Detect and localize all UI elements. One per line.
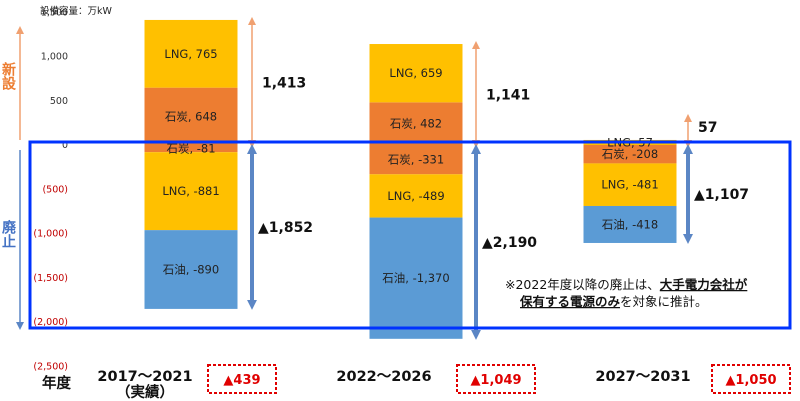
bar-segment bbox=[369, 102, 463, 145]
net-change-box bbox=[711, 364, 791, 394]
retire-total-label: ▲1,107 bbox=[694, 187, 749, 203]
bar-segment bbox=[144, 145, 238, 153]
y-tick-label: (500) bbox=[42, 184, 68, 195]
new-total-label: 1,413 bbox=[262, 75, 306, 91]
segment-label: 石油, -890 bbox=[163, 263, 219, 277]
footnote-line1-prefix: 2022年度以降の廃止は、 bbox=[515, 277, 659, 292]
bar-segment bbox=[144, 152, 238, 231]
y-tick-label: (2,500) bbox=[33, 361, 68, 372]
footnote-mark: ※ bbox=[505, 277, 515, 292]
retire-total-label: ▲2,190 bbox=[482, 235, 537, 251]
bar-segment bbox=[144, 19, 238, 88]
footnote: ※2022年度以降の廃止は、大手電力会社が bbox=[505, 277, 748, 292]
segment-label: LNG, -881 bbox=[162, 184, 219, 198]
bar-segment bbox=[369, 174, 463, 218]
y-tick-label: 0 bbox=[62, 140, 68, 151]
period-label: 2022～2026 bbox=[336, 369, 431, 385]
retire-total-label: ▲1,852 bbox=[258, 220, 313, 236]
net-change-label: ▲1,050 bbox=[725, 373, 776, 388]
bar-segment bbox=[583, 145, 677, 164]
period-label: 2017～2021 bbox=[97, 369, 192, 385]
side-label-retire: 廃止 bbox=[0, 219, 16, 248]
y-tick-label: 1,500 bbox=[41, 7, 68, 18]
footnote-line2-suffix: を対象に推計。 bbox=[620, 294, 708, 309]
bar-segment bbox=[144, 230, 238, 309]
segment-label: 石油, -1,370 bbox=[382, 271, 449, 285]
segment-label: 石炭, -208 bbox=[602, 147, 658, 161]
y-tick-label: (1,500) bbox=[33, 273, 68, 284]
retirement-frame bbox=[28, 140, 792, 330]
bar-segment bbox=[369, 217, 463, 339]
bar-segment bbox=[583, 205, 677, 243]
brackets: 1,413 ▲1,852 1,141 ▲2,190 57 ▲1,107 bbox=[247, 16, 749, 340]
segment-label: LNG, -489 bbox=[387, 189, 444, 203]
new-total-label: 1,141 bbox=[486, 88, 530, 104]
footnote-line1-strong: 大手電力会社が bbox=[660, 277, 748, 292]
footnote-line2-strong: 保有する電源のみ bbox=[519, 294, 621, 309]
period-sublabel: （実績） bbox=[116, 383, 174, 401]
y-axis: 1,500 1,000 500 0 (500) (1,000) (1,500) (2,000)… bbox=[33, 7, 68, 372]
bar-segment bbox=[369, 44, 463, 103]
period-label: 2027～2031 bbox=[595, 369, 690, 385]
new-total-label: 57 bbox=[698, 120, 717, 136]
side-label-new: 新設 bbox=[0, 61, 16, 91]
segment-label: LNG, -481 bbox=[601, 178, 658, 192]
net-change-label: ▲439 bbox=[223, 373, 260, 388]
y-tick-label: (2,000) bbox=[33, 317, 68, 328]
segment-label: 石炭, -331 bbox=[388, 153, 444, 167]
segment-label: LNG, 659 bbox=[389, 66, 442, 80]
bars bbox=[144, 19, 677, 339]
y-tick-label: (1,000) bbox=[33, 229, 68, 240]
net-change-box bbox=[456, 364, 536, 394]
net-change-box bbox=[207, 364, 277, 394]
bar-segment bbox=[583, 163, 677, 206]
y-tick-label: 500 bbox=[50, 96, 68, 107]
year-axis-label: 年度 bbox=[42, 374, 71, 392]
x-axis-labels: 2017～2021（実績） ▲439 2022～2026 ▲1,049 2027～203… bbox=[97, 364, 791, 401]
segment-label: LNG, 765 bbox=[164, 47, 217, 61]
segment-label: 石炭, 482 bbox=[390, 117, 442, 131]
segment-label: 石炭, 648 bbox=[165, 109, 217, 123]
bar-segment bbox=[144, 87, 238, 145]
footnote-line2: 保有する電源のみを対象に推計。 bbox=[519, 294, 708, 309]
y-tick-label: 1,000 bbox=[41, 52, 68, 63]
bar-segment bbox=[369, 145, 463, 175]
segment-label: 石油, -418 bbox=[602, 217, 658, 231]
segment-label: 石炭, -81 bbox=[166, 142, 215, 156]
unit-label: 設備容量：万kW bbox=[40, 5, 113, 17]
net-change-label: ▲1,049 bbox=[470, 373, 521, 388]
